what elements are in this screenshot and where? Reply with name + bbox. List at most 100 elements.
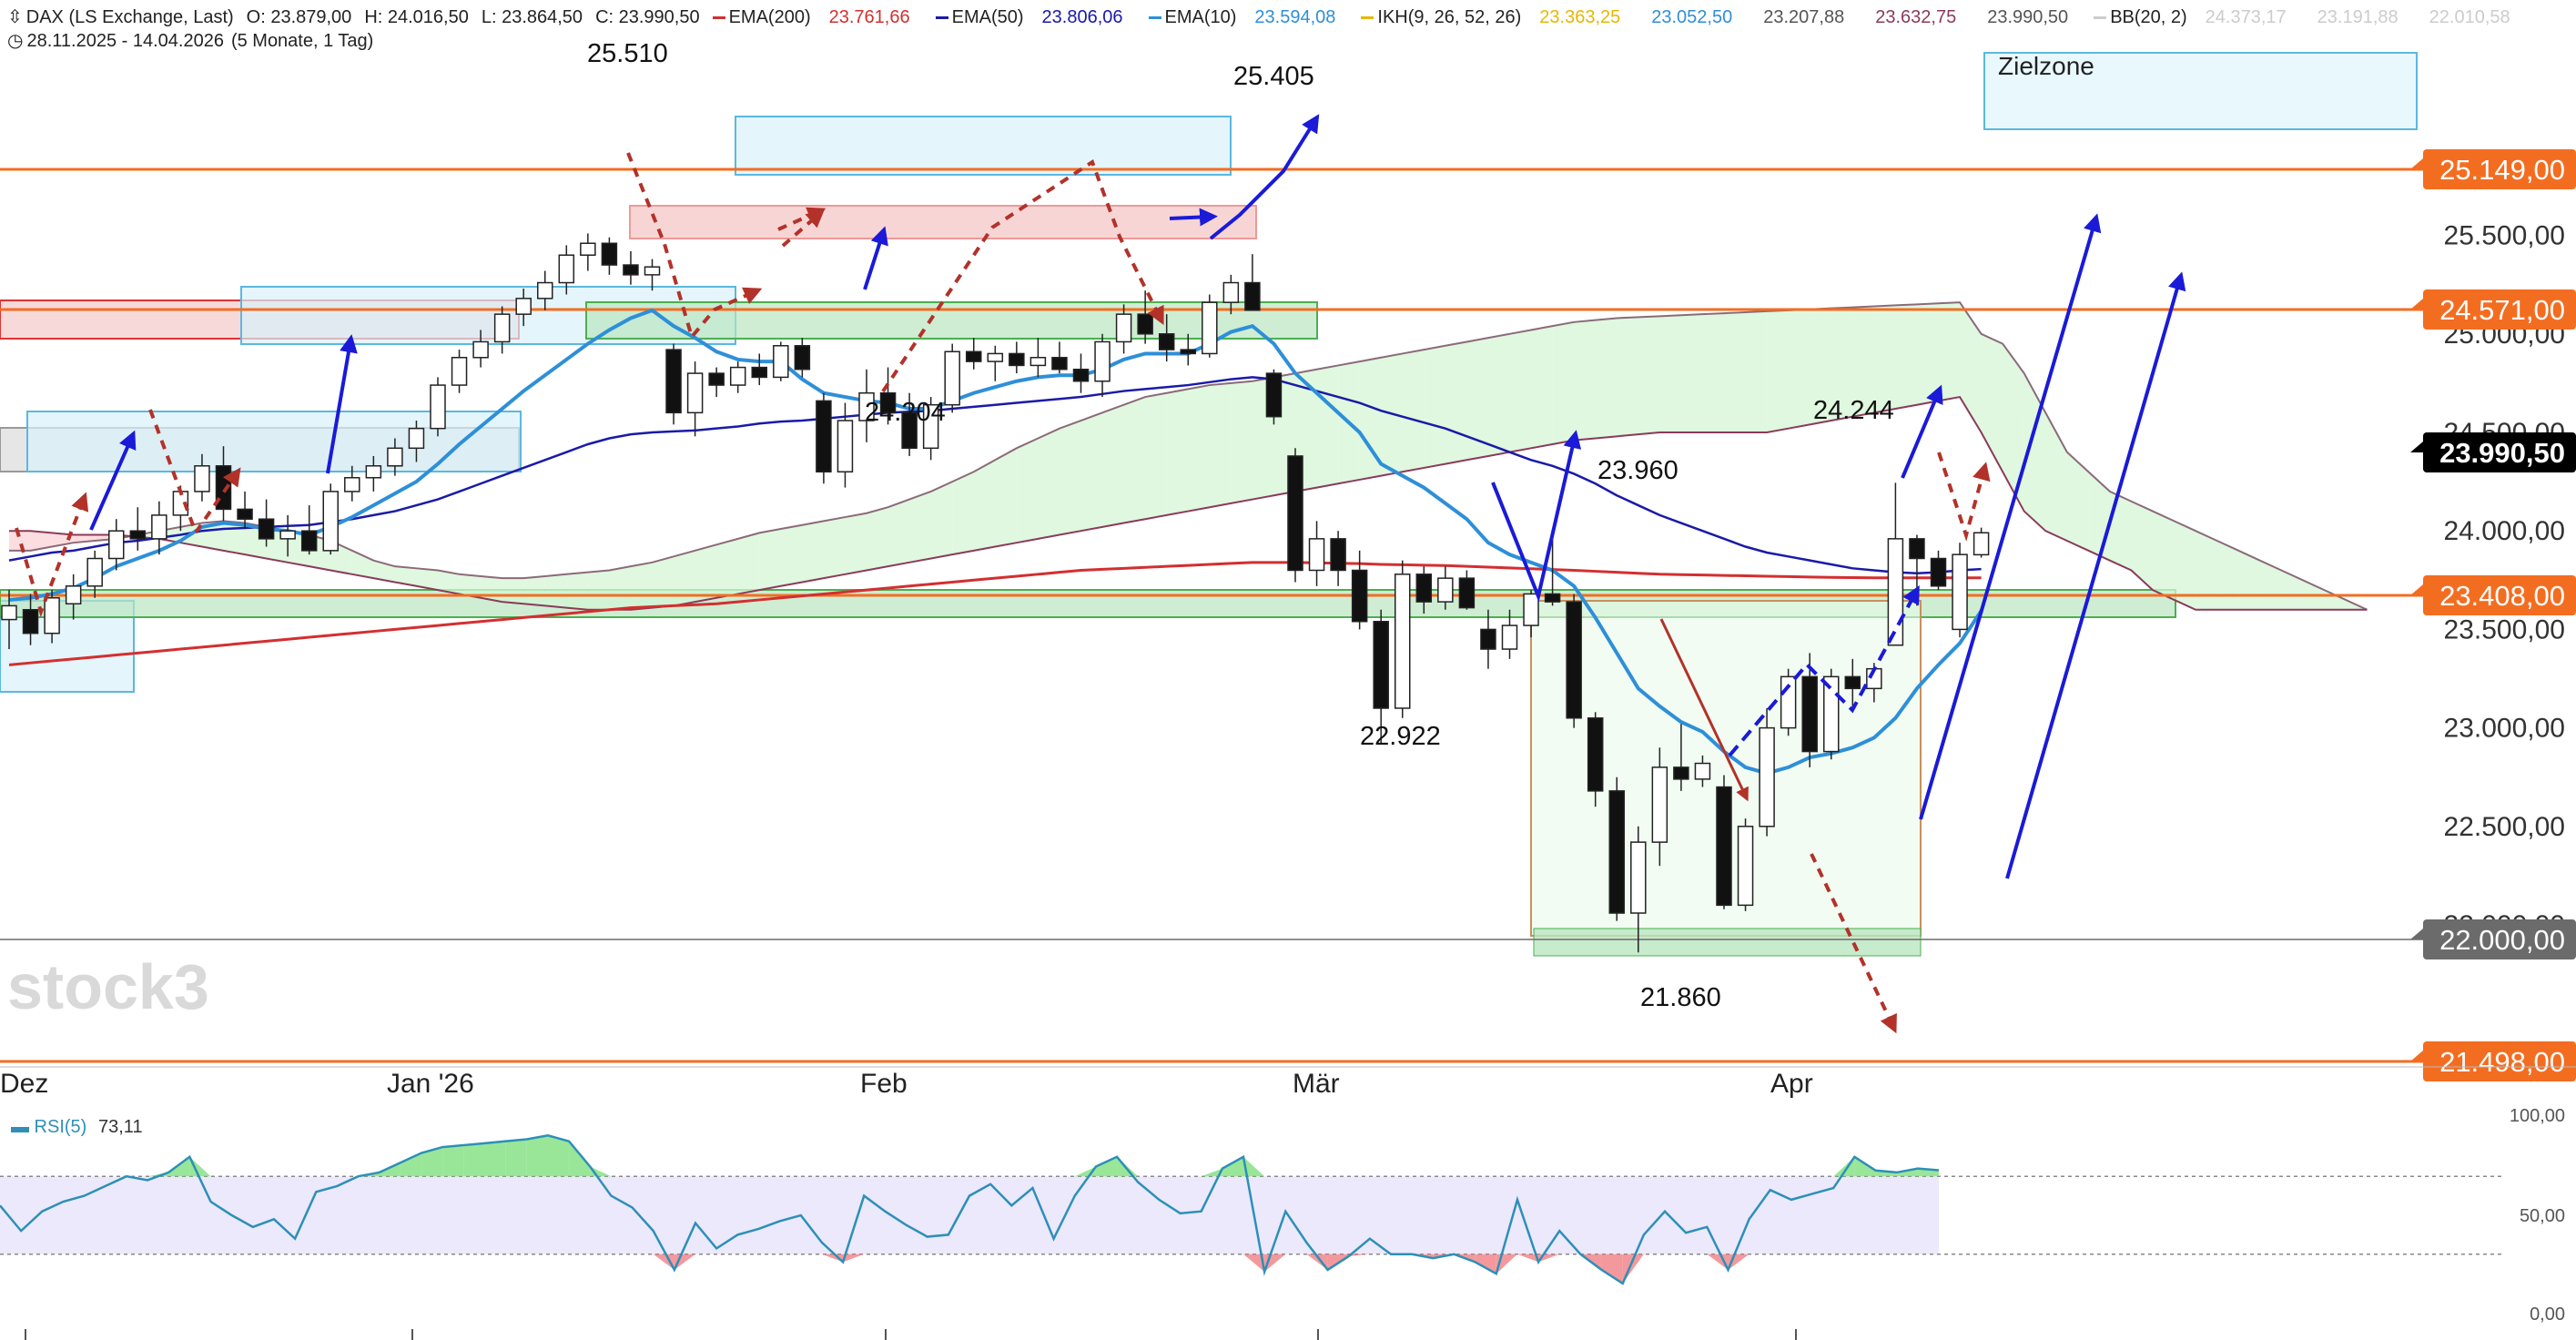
target-zone: [1983, 52, 2418, 130]
candle-bullish: [151, 514, 167, 540]
candle-bearish: [751, 366, 767, 379]
candle-bearish: [1566, 601, 1582, 719]
price-level-box: [2423, 149, 2576, 189]
cloud-bullish: [973, 460, 996, 551]
candle-bearish: [129, 530, 147, 540]
price-level-pointer: [2410, 1051, 2423, 1072]
price-annotation: 22.922: [1360, 722, 1441, 751]
price-level-text: 24.571,00: [2439, 294, 2565, 326]
candle-bearish: [879, 391, 897, 414]
cloud-bullish: [995, 448, 1017, 547]
trend-arrow-up: [2005, 271, 2186, 879]
candle-bearish: [1180, 349, 1196, 355]
price-annotation: 25.510: [587, 39, 668, 68]
cloud-bullish: [1509, 330, 1532, 452]
cloud-bullish: [1080, 412, 1103, 532]
price-level-box: [2423, 575, 2576, 615]
x-axis-label: Feb: [860, 1069, 908, 1099]
candle-bearish: [1072, 369, 1090, 382]
cloud-bullish: [1316, 365, 1339, 488]
trend-arrow-down-dashed: [1937, 452, 1991, 542]
rsi-oversold-fill: [1306, 1254, 1328, 1270]
candle-bearish: [1287, 455, 1303, 572]
cloud-bearish: [9, 531, 31, 551]
price-level-pointer: [2410, 929, 2423, 950]
rsi-overbought-fill: [1201, 1168, 1222, 1177]
y-axis-tick-label: 24.000,00: [2444, 516, 2565, 546]
cloud-bullish: [2109, 491, 2132, 571]
candle-bearish: [1244, 281, 1261, 311]
price-level-label: 23.408,00: [2410, 575, 2576, 615]
buy-zone: [26, 411, 522, 472]
rsi-oversold-fill: [1242, 1254, 1265, 1273]
cloud-bullish: [802, 521, 824, 583]
candle-bullish: [430, 384, 446, 430]
x-axis-label: Dez: [0, 1069, 48, 1099]
indicator-value: 23.761,66: [828, 7, 910, 27]
candle-bullish: [537, 281, 553, 299]
indicator-label: EMA(50): [951, 7, 1024, 27]
candle-bullish: [644, 266, 661, 276]
rsi-oversold-fill: [1348, 1254, 1370, 1256]
rsi-overbought-fill: [1117, 1156, 1139, 1177]
price-annotation: 23.960: [1597, 456, 1678, 485]
indicator-value: 23.990,50: [1987, 7, 2069, 27]
candle-bullish: [1523, 593, 1539, 626]
rsi-value: 73,11: [98, 1117, 143, 1137]
rsi-overbought-fill: [1242, 1156, 1265, 1177]
price-level-pointer: [2410, 442, 2423, 463]
cloud-bullish: [438, 570, 460, 594]
cloud-bullish: [1574, 320, 1596, 441]
candle-bullish: [922, 403, 939, 450]
rsi-overbought-fill: [1833, 1156, 1855, 1177]
cloud-bullish: [609, 566, 631, 610]
indicator-9: 23.191,88: [2312, 7, 2411, 27]
watermark: stock3: [7, 951, 209, 1022]
cloud-bullish: [1402, 350, 1425, 472]
rsi-oversold-fill: [1475, 1254, 1496, 1274]
indicator-value: 24.373,17: [2205, 7, 2287, 27]
candle-bearish: [1673, 766, 1689, 780]
candle-bullish: [1202, 301, 1218, 355]
candle-bearish: [258, 518, 275, 540]
indicator-value: 23.191,88: [2317, 7, 2399, 27]
candle-bullish: [408, 427, 425, 450]
cloud-bullish: [587, 570, 610, 610]
price-annotation: 25.405: [1233, 62, 1314, 91]
candle-bullish: [729, 366, 746, 386]
cloud-bullish: [1209, 382, 1232, 508]
cloud-bullish: [1166, 389, 1189, 515]
candle-bearish: [966, 350, 982, 362]
cloud-bullish: [1445, 341, 1467, 464]
cloud-bullish: [416, 568, 438, 591]
rsi-oversold-fill: [843, 1254, 865, 1263]
y-axis-tick-label: 25.500,00: [2444, 221, 2565, 251]
trend-arrow-up: [1919, 213, 2102, 820]
rsi-overbought-fill: [505, 1139, 527, 1177]
cloud-bullish: [2259, 560, 2282, 610]
indicator-value: 23.207,88: [1763, 7, 1845, 27]
y-axis-tick-label: 23.500,00: [2444, 614, 2565, 645]
cloud-bullish: [2324, 590, 2346, 610]
cloud-bullish: [1231, 381, 1253, 503]
chart-header-row-2: ◷ 28.11.2025 - 14.04.2026 (5 Monate, 1 Tag…: [7, 29, 386, 52]
rsi-axis-tick: 0,00: [2530, 1304, 2565, 1325]
candle-bearish: [1801, 675, 1818, 753]
cloud-bullish: [2088, 472, 2110, 561]
candle-bearish: [1716, 786, 1732, 907]
rsi-overbought-fill: [484, 1141, 506, 1177]
trend-arrow-up: [863, 226, 888, 290]
trend-arrow-up: [89, 430, 137, 531]
candle-bullish: [1501, 624, 1518, 650]
cloud-bullish: [1595, 318, 1618, 439]
price-level-box: [2423, 289, 2576, 330]
cloud-bullish: [566, 572, 588, 610]
rsi-overbought-fill: [1222, 1156, 1243, 1177]
cloud-bullish: [1960, 302, 1982, 432]
price-level-pointer: [2410, 158, 2423, 180]
price-level-text: 23.990,50: [2439, 437, 2565, 469]
rsi-oversold-fill: [1516, 1254, 1539, 1263]
cloud-bullish: [459, 574, 482, 598]
candle-bullish: [493, 313, 511, 343]
